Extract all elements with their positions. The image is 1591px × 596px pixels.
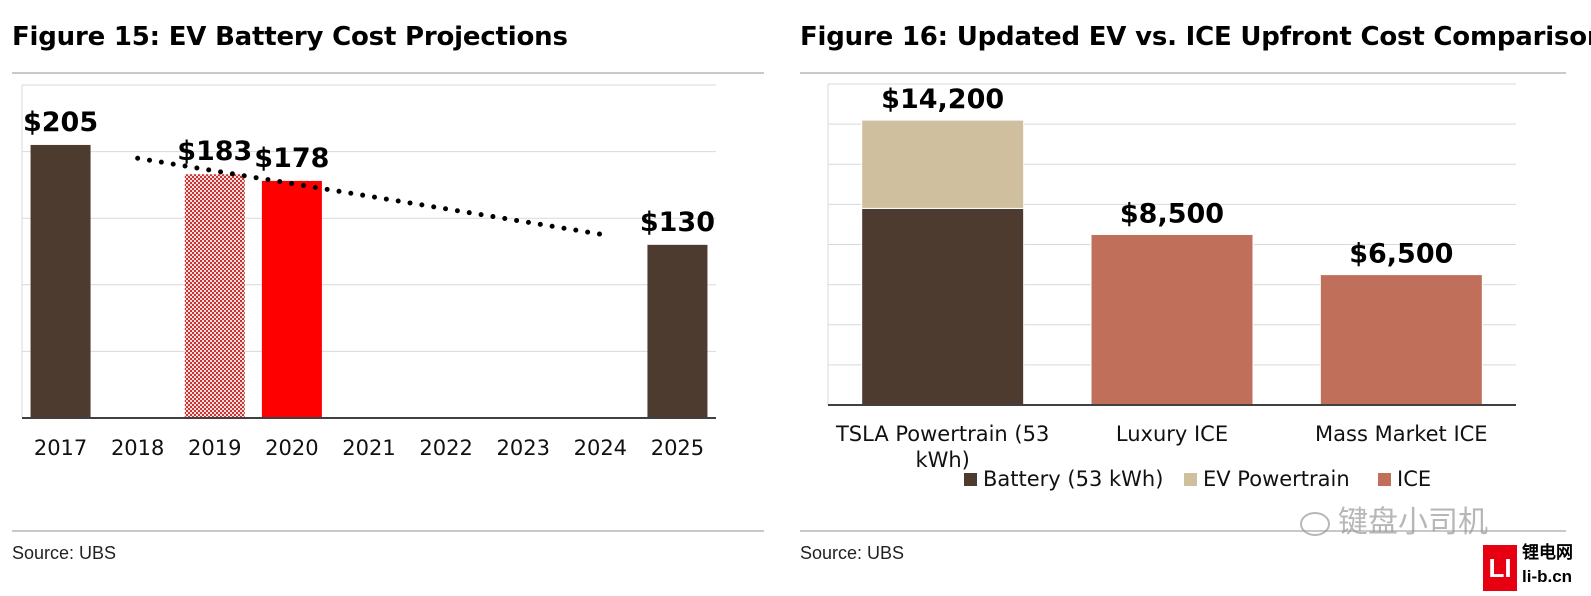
bar-2019 — [184, 174, 245, 418]
total-label: $8,500 — [1120, 198, 1224, 229]
legend-swatch — [964, 473, 977, 486]
figure-15-bottom-rule — [12, 530, 764, 532]
x-tick-label: 2019 — [188, 436, 241, 460]
site-logo-mark: LI — [1483, 545, 1517, 591]
figure-16-title-rule — [800, 72, 1566, 74]
data-label-2017: $205 — [23, 107, 98, 138]
x-tick-label-line: Mass Market ICE — [1315, 422, 1488, 446]
x-tick-label: 2023 — [496, 436, 549, 460]
x-tick-label-line: TSLA Powertrain (53 — [835, 422, 1049, 446]
figure-16-source: Source: UBS — [800, 543, 905, 563]
legend-swatch — [1378, 473, 1391, 486]
figure-15-title: Figure 15: EV Battery Cost Projections — [12, 22, 568, 52]
x-tick-label-line: Luxury ICE — [1116, 422, 1228, 446]
site-logo-name: 锂电网 — [1522, 543, 1573, 562]
bar-segment-battery-53-kwh- — [861, 207, 1025, 406]
bar-2025 — [647, 244, 708, 418]
data-label-2020: $178 — [254, 143, 329, 174]
legend-label: ICE — [1397, 467, 1431, 491]
bar-segment-ice — [1090, 233, 1254, 406]
data-label-2025: $130 — [640, 207, 715, 238]
x-tick-label: Mass Market ICE — [1315, 422, 1488, 446]
x-tick-label: 2018 — [111, 436, 164, 460]
bar-2017 — [30, 144, 91, 418]
x-tick-label-line: kWh) — [915, 448, 969, 472]
x-tick-label: 2020 — [265, 436, 318, 460]
x-tick-label: 2022 — [419, 436, 472, 460]
data-label-2019: $183 — [177, 136, 252, 167]
bar-segment-ice — [1319, 274, 1483, 406]
total-label: $14,200 — [881, 84, 1004, 115]
site-logo-text: 锂电网 li-b.cn — [1522, 541, 1573, 589]
x-tick-label: 2021 — [342, 436, 395, 460]
figure-15-source: Source: UBS — [12, 543, 117, 563]
bar-2020 — [261, 180, 322, 418]
bar-segment-ev-powertrain — [861, 119, 1025, 209]
legend-label: Battery (53 kWh) — [983, 467, 1163, 491]
x-tick-label: 2024 — [574, 436, 627, 460]
wechat-icon — [1300, 512, 1330, 537]
figure-16-title: Figure 16: Updated EV vs. ICE Upfront Co… — [800, 22, 1591, 52]
legend-swatch — [1184, 473, 1197, 486]
site-logo-url: li-b.cn — [1522, 567, 1573, 586]
x-tick-label: Luxury ICE — [1116, 422, 1228, 446]
figure-15-chart: $205 $183 $178 $130 2017 2018 2019 2020 2021 2022… — [21, 84, 716, 460]
figure-16-bottom-rule — [800, 530, 1566, 532]
figure-15-title-rule — [12, 72, 764, 74]
figure-16-chart: $14,200 $8,500 $6,500 TSLA Powertrain (53 kW… — [827, 83, 1516, 491]
watermark: 键盘小司机 — [1300, 497, 1530, 542]
total-label: $6,500 — [1349, 239, 1453, 270]
x-tick-label: 2025 — [651, 436, 704, 460]
legend-label: EV Powertrain — [1203, 467, 1350, 491]
x-tick-label: TSLA Powertrain (53 kWh) — [835, 422, 1049, 472]
watermark-text: 键盘小司机 — [1338, 506, 1488, 539]
x-tick-label: 2017 — [34, 436, 87, 460]
